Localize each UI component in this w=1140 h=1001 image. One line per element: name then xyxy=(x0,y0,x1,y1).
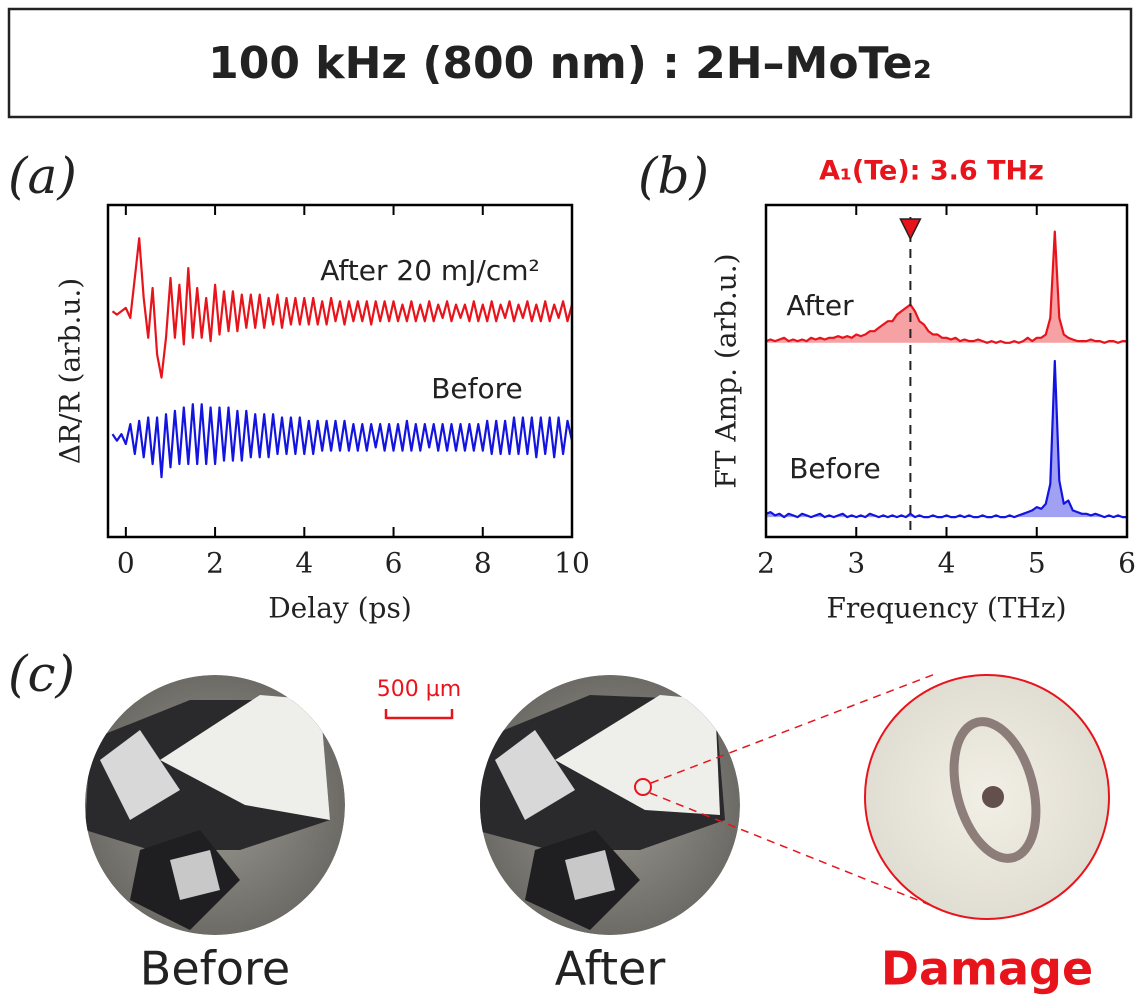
x-axis-label: Delay (ps) xyxy=(268,592,412,625)
series-line xyxy=(111,237,574,379)
series-label: Before xyxy=(431,372,523,405)
series-line xyxy=(765,359,1127,519)
series-label: After 20 mJ/cm² xyxy=(320,254,540,287)
photo-caption: Before xyxy=(140,942,290,996)
zoom-line xyxy=(650,673,936,784)
x-tick-label: 6 xyxy=(1118,547,1136,580)
y-axis-label: FT Amp. (arb.u.) xyxy=(710,253,743,488)
x-tick-label: 3 xyxy=(847,547,865,580)
x-tick-label: 6 xyxy=(385,547,403,580)
photo-damage xyxy=(864,674,1110,920)
plot-frame xyxy=(106,203,574,539)
series-line xyxy=(111,403,574,479)
x-tick-label: 4 xyxy=(295,547,313,580)
annotation-marker xyxy=(899,218,922,241)
x-tick-label: 4 xyxy=(938,547,956,580)
plot-frame xyxy=(764,203,1129,539)
panel-label: (c) xyxy=(8,645,75,703)
photo-caption: After xyxy=(555,942,666,996)
x-tick-label: 10 xyxy=(554,547,590,580)
x-tick-label: 2 xyxy=(206,547,224,580)
scale-bar-label: 500 µm xyxy=(377,677,461,702)
x-tick-label: 8 xyxy=(474,547,492,580)
zoom-spot xyxy=(634,778,652,796)
series-label: Before xyxy=(789,452,881,485)
photo-after xyxy=(480,675,740,935)
annotation-label: A₁(Te): 3.6 THz xyxy=(819,156,1044,187)
photo-caption: Damage xyxy=(881,942,1093,996)
x-axis-label: Frequency (THz) xyxy=(826,592,1066,625)
series-line xyxy=(765,230,1127,344)
series-label: After xyxy=(786,289,854,322)
area-fill xyxy=(766,231,1127,343)
y-axis-label: ΔR/R (arb.u.) xyxy=(54,278,87,464)
photo-before xyxy=(85,675,345,935)
panel-label: (b) xyxy=(638,147,709,205)
area-fill xyxy=(766,361,1127,518)
x-tick-label: 5 xyxy=(1028,547,1046,580)
x-tick-label: 2 xyxy=(757,547,775,580)
title-box xyxy=(7,7,1133,119)
x-tick-label: 0 xyxy=(117,547,135,580)
title: 100 kHz (800 nm) : 2H–MoTe₂ xyxy=(208,38,932,89)
panel-label: (a) xyxy=(8,147,77,205)
